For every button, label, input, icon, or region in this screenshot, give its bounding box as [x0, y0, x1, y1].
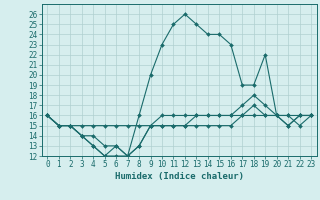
X-axis label: Humidex (Indice chaleur): Humidex (Indice chaleur) [115, 172, 244, 181]
